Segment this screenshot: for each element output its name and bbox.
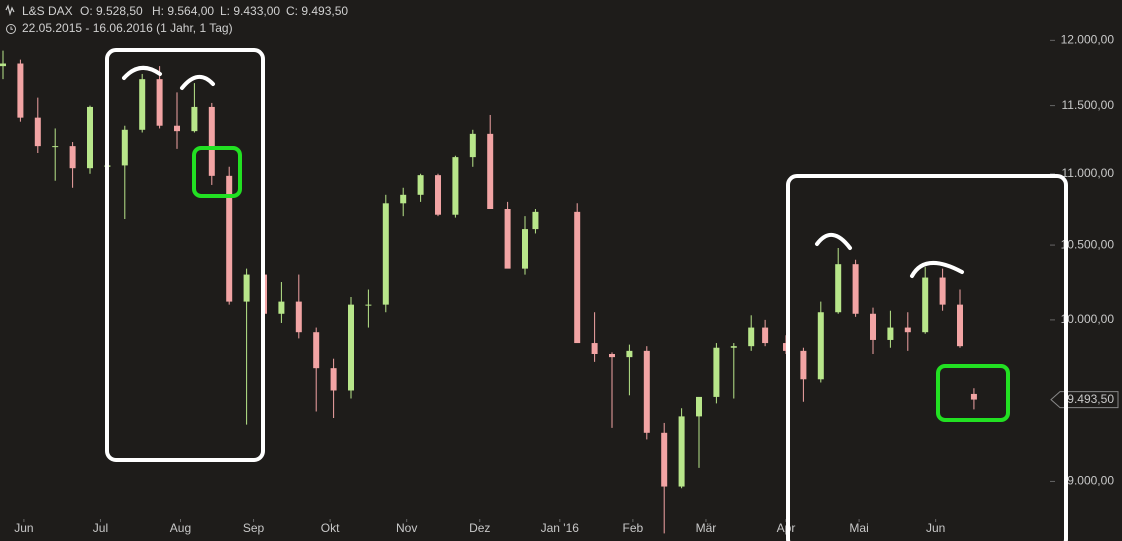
candle-body — [970, 393, 977, 400]
candle-body — [532, 211, 539, 230]
shoulder-arc — [910, 261, 964, 278]
candle-body — [452, 157, 459, 215]
clock-hands — [10, 26, 13, 30]
chart-icon — [5, 4, 15, 17]
x-tick-label: Aug — [170, 521, 191, 535]
candle-body — [330, 368, 337, 391]
instrument-name: L&S DAX — [22, 4, 73, 18]
candle-body — [887, 327, 894, 340]
x-tick-label: Feb — [623, 521, 644, 535]
high-value: H: 9.564,00 — [152, 4, 214, 18]
x-tick-label: Jun — [14, 521, 33, 535]
plot: 12.000,00 11.500,00 11.000,00 10.500,00 10.0… — [0, 33, 1119, 535]
y-tick-label: 11.500,00 — [1062, 98, 1115, 112]
candle-body — [904, 327, 911, 333]
x-tick-label: Jun — [926, 521, 945, 535]
shoulder-arc — [815, 233, 852, 250]
x-tick-label: Nov — [396, 521, 417, 535]
shoulder-arc — [122, 66, 162, 80]
candle-body — [609, 353, 615, 358]
x-tick-label: Sep — [243, 521, 265, 535]
y-tick-label: 11.000,00 — [1062, 166, 1115, 180]
x-tick-label: Jan '16 — [541, 521, 580, 535]
price-marker-label: 9.493,50 — [1067, 392, 1114, 406]
candle-body — [295, 301, 302, 333]
candle-body — [52, 146, 59, 148]
annotations — [105, 48, 1068, 541]
candle-body — [348, 304, 354, 391]
candle-body — [835, 264, 842, 313]
candle-body — [400, 194, 407, 204]
candle-body — [382, 203, 389, 305]
x-tick-label: Okt — [321, 521, 340, 535]
y-tick-label: 10.500,00 — [1061, 237, 1115, 251]
candle-body — [748, 327, 755, 347]
candle-body — [69, 146, 76, 169]
header: L&S DAX O: 9.528,50 H: 9.564,00 L: 9.433… — [5, 4, 348, 35]
candle-body — [278, 301, 285, 314]
candle-body — [469, 133, 476, 158]
candle-body — [121, 129, 128, 166]
candle-body — [365, 304, 372, 306]
candle-body — [817, 312, 824, 380]
x-tick-label: Mai — [849, 521, 868, 535]
close-value: C: 9.493,50 — [286, 4, 348, 18]
y-tick-label: 10.000,00 — [1061, 312, 1115, 326]
breakdown-box — [936, 364, 1010, 422]
open-value: O: 9.528,50 — [80, 4, 143, 18]
candle-body — [0, 63, 6, 67]
candle-body — [208, 106, 215, 176]
candle-body — [678, 416, 685, 487]
candle-body — [156, 79, 163, 126]
candle-body — [800, 350, 807, 380]
candle-body — [661, 432, 668, 487]
candle-body — [487, 133, 494, 210]
x-tick-label: Mär — [696, 521, 717, 535]
candle-body — [139, 79, 146, 130]
breakdown-box — [192, 146, 242, 198]
y-tick-label: 12.000,00 — [1061, 33, 1115, 47]
candle-body — [522, 229, 528, 269]
candle-body — [313, 332, 320, 369]
candle-body — [730, 346, 737, 348]
candle-body — [696, 396, 702, 417]
candle-body — [504, 209, 511, 269]
candle-body — [870, 313, 876, 340]
candle-body — [939, 277, 946, 305]
date-range: 22.05.2015 - 16.06.2016 (1 Jahr, 1 Tag) — [22, 21, 233, 35]
candle-body — [435, 175, 441, 215]
candle-body — [957, 304, 963, 347]
candle-body — [243, 274, 250, 302]
candle-body — [174, 125, 180, 132]
candle-body — [17, 63, 24, 118]
y-tick-label: 9.000,00 — [1067, 474, 1114, 488]
shoulder-arc — [180, 75, 215, 90]
candle-body — [574, 211, 581, 344]
candle-body — [226, 175, 233, 302]
candle-body — [643, 350, 650, 433]
clock-icon — [6, 24, 16, 34]
x-tick-label: Jul — [93, 521, 108, 535]
highlight-box — [786, 174, 1068, 541]
candle-body — [87, 106, 93, 169]
candle-body — [852, 264, 859, 314]
candle-body — [713, 347, 720, 397]
candle-body — [591, 343, 598, 354]
candle-body — [34, 117, 41, 147]
candle-body — [762, 327, 769, 344]
candle-body — [191, 106, 198, 132]
candle-body — [626, 350, 633, 358]
highlight-box — [105, 48, 265, 462]
candle-body — [922, 277, 929, 333]
low-value: L: 9.433,00 — [220, 4, 280, 18]
candle-body — [417, 175, 424, 195]
x-tick-label: Dez — [469, 521, 490, 535]
